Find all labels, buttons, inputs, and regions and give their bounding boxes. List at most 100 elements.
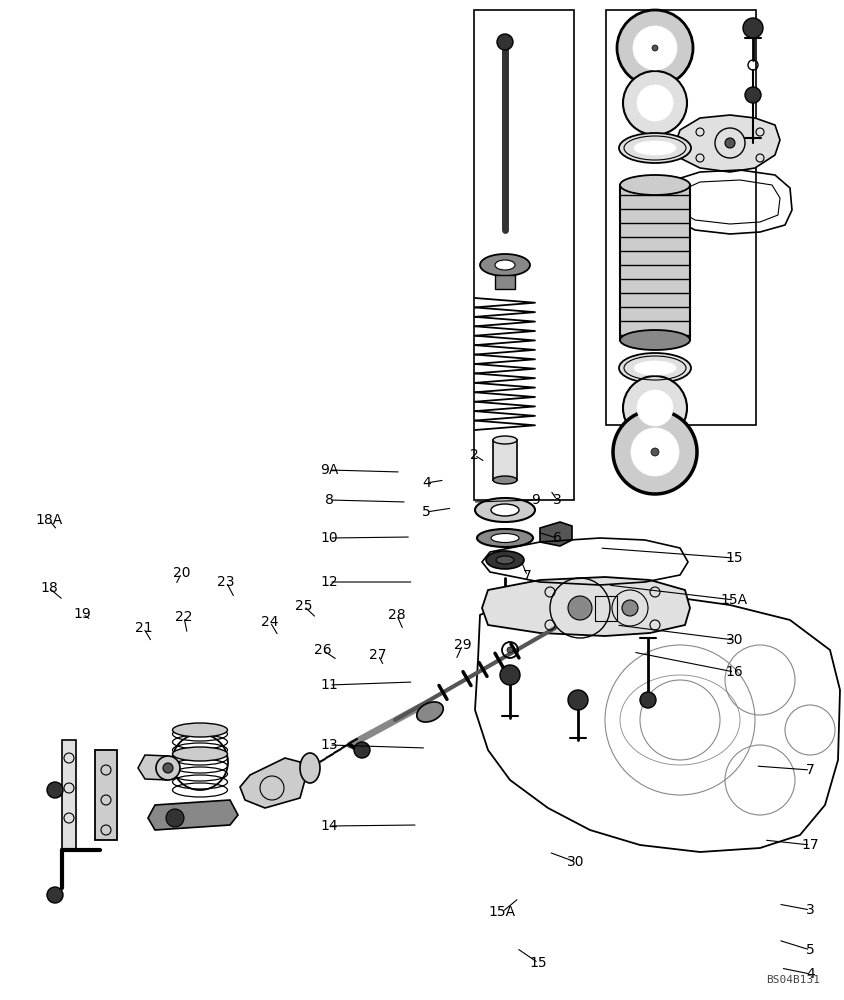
Circle shape xyxy=(568,596,592,620)
Polygon shape xyxy=(675,115,780,172)
Ellipse shape xyxy=(491,504,519,516)
Text: 15: 15 xyxy=(530,956,547,970)
Text: 29: 29 xyxy=(454,638,471,652)
Circle shape xyxy=(354,742,370,758)
Bar xyxy=(606,10,756,425)
Ellipse shape xyxy=(300,753,320,783)
Text: BS04B131: BS04B131 xyxy=(766,975,820,985)
Circle shape xyxy=(568,690,588,710)
Bar xyxy=(595,596,617,621)
Polygon shape xyxy=(148,800,238,830)
Bar xyxy=(62,740,76,850)
Circle shape xyxy=(47,887,63,903)
Circle shape xyxy=(725,138,735,148)
Circle shape xyxy=(613,410,697,494)
Circle shape xyxy=(617,10,693,86)
Circle shape xyxy=(633,26,677,70)
Circle shape xyxy=(497,34,513,50)
Text: 7: 7 xyxy=(523,569,532,583)
Circle shape xyxy=(622,600,638,616)
Circle shape xyxy=(156,756,180,780)
Ellipse shape xyxy=(491,534,519,542)
Text: 2: 2 xyxy=(470,448,479,462)
Polygon shape xyxy=(138,755,175,780)
Ellipse shape xyxy=(417,702,443,722)
Bar xyxy=(495,275,515,289)
Circle shape xyxy=(166,809,184,827)
Text: 30: 30 xyxy=(567,855,584,869)
Circle shape xyxy=(640,692,656,708)
Circle shape xyxy=(637,85,673,121)
Circle shape xyxy=(163,763,173,773)
Text: 15A: 15A xyxy=(721,593,748,607)
Text: 13: 13 xyxy=(321,738,338,752)
Text: 5: 5 xyxy=(422,505,430,519)
Circle shape xyxy=(745,87,761,103)
Ellipse shape xyxy=(619,353,691,383)
Text: 26: 26 xyxy=(314,643,331,657)
Text: 20: 20 xyxy=(173,566,190,580)
Ellipse shape xyxy=(493,436,517,444)
Text: 9A: 9A xyxy=(320,463,338,477)
Ellipse shape xyxy=(620,330,690,350)
Bar xyxy=(95,750,117,840)
Text: 18: 18 xyxy=(40,581,58,595)
Text: 15A: 15A xyxy=(489,905,516,919)
Circle shape xyxy=(651,448,659,456)
Text: 4: 4 xyxy=(806,967,814,981)
Ellipse shape xyxy=(620,175,690,195)
Ellipse shape xyxy=(634,361,676,375)
Circle shape xyxy=(631,428,679,476)
Text: 19: 19 xyxy=(73,607,92,621)
Bar xyxy=(620,185,690,340)
Text: 6: 6 xyxy=(553,531,561,545)
Text: 25: 25 xyxy=(295,599,312,613)
Text: 17: 17 xyxy=(802,838,819,852)
Circle shape xyxy=(623,71,687,135)
Ellipse shape xyxy=(495,260,515,270)
Circle shape xyxy=(637,390,673,426)
Text: 16: 16 xyxy=(725,665,744,679)
Text: 18A: 18A xyxy=(35,513,62,527)
Text: 7: 7 xyxy=(806,763,814,777)
Ellipse shape xyxy=(475,498,535,522)
Ellipse shape xyxy=(619,133,691,163)
Text: 9: 9 xyxy=(532,493,540,507)
Text: 4: 4 xyxy=(422,476,430,490)
Text: 27: 27 xyxy=(370,648,387,662)
Text: 15: 15 xyxy=(726,551,743,565)
Ellipse shape xyxy=(486,551,524,569)
Bar xyxy=(474,10,574,500)
Text: 23: 23 xyxy=(218,575,235,589)
Circle shape xyxy=(623,376,687,440)
Ellipse shape xyxy=(477,529,533,547)
Text: 24: 24 xyxy=(262,615,279,629)
Ellipse shape xyxy=(480,254,530,276)
Text: 8: 8 xyxy=(325,493,333,507)
Text: 5: 5 xyxy=(806,943,814,957)
Text: 21: 21 xyxy=(135,621,152,635)
Ellipse shape xyxy=(493,476,517,484)
Ellipse shape xyxy=(172,747,228,761)
Text: 11: 11 xyxy=(320,678,338,692)
Text: 30: 30 xyxy=(726,633,743,647)
Ellipse shape xyxy=(172,723,228,737)
Text: 3: 3 xyxy=(553,493,561,507)
Polygon shape xyxy=(540,522,572,546)
Text: 10: 10 xyxy=(321,531,338,545)
Circle shape xyxy=(652,45,658,51)
Bar xyxy=(493,440,517,480)
Circle shape xyxy=(500,665,520,685)
Polygon shape xyxy=(482,577,690,636)
Circle shape xyxy=(507,647,513,653)
Polygon shape xyxy=(240,758,305,808)
Ellipse shape xyxy=(496,556,514,564)
Text: 22: 22 xyxy=(176,610,192,624)
Circle shape xyxy=(47,782,63,798)
Text: 3: 3 xyxy=(806,903,814,917)
Ellipse shape xyxy=(634,141,676,155)
Text: 28: 28 xyxy=(388,608,405,622)
Text: 14: 14 xyxy=(321,819,338,833)
Circle shape xyxy=(743,18,763,38)
Text: 12: 12 xyxy=(321,575,338,589)
